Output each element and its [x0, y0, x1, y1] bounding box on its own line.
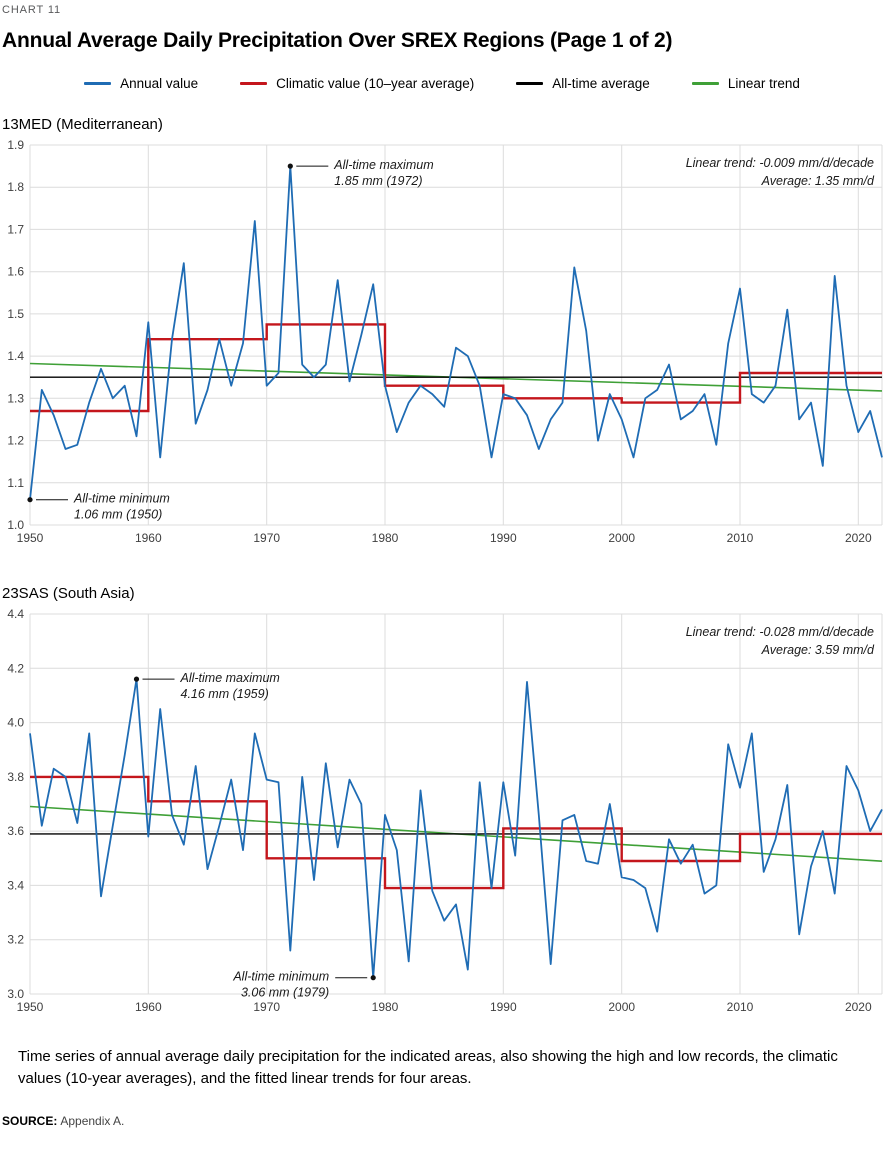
y-tick-label: 1.3	[7, 391, 24, 405]
trend-stats-line: Average: 3.59 mm/d	[761, 643, 875, 657]
caption: Time series of annual average daily prec…	[18, 1048, 838, 1087]
y-tick-label: 3.8	[7, 770, 24, 784]
y-tick-label: 4.2	[7, 661, 24, 675]
y-tick-label: 3.0	[7, 987, 24, 1001]
y-tick-label: 1.8	[7, 180, 24, 194]
source: SOURCE: Appendix A.	[2, 1114, 884, 1128]
annotation-text: 1.06 mm (1950)	[74, 508, 162, 522]
y-tick-label: 3.2	[7, 933, 24, 947]
annotation-text: All-time minimum	[232, 970, 329, 984]
y-tick-label: 1.4	[7, 349, 24, 363]
x-tick-label: 1960	[135, 531, 162, 545]
x-tick-label: 1960	[135, 1000, 162, 1014]
x-tick-label: 2000	[608, 531, 635, 545]
legend-item-all-time-average: All-time average	[516, 76, 650, 91]
record-point-dot	[133, 676, 140, 682]
chart-23sas: 3.0 3.2 3.4 3.6 3.8 4.0 4.2 4.4 1950 1960 1970 1980…	[7, 608, 883, 1014]
x-tick-label: 1980	[372, 531, 399, 545]
legend-label: Climatic value (10–year average)	[276, 76, 475, 91]
trend-stats-line: Linear trend: -0.028 mm/d/decade	[686, 625, 874, 639]
legend-label: All-time average	[552, 76, 650, 91]
annotation-text: All-time minimum	[73, 492, 170, 506]
annual-value-line-swatch	[84, 82, 112, 85]
annotation-all-time-minimum: All-time minimum 3.06 mm (1979)	[232, 970, 376, 1000]
annotation-text: 1.85 mm (1972)	[334, 174, 422, 188]
region-label-23sas: 23SAS (South Asia)	[2, 585, 135, 602]
y-tick-label: 3.4	[7, 878, 24, 892]
annotation-text: 3.06 mm (1979)	[241, 986, 329, 1000]
x-tick-label: 1990	[490, 531, 517, 545]
x-tick-label: 1970	[253, 531, 280, 545]
x-tick-label: 1950	[17, 1000, 44, 1014]
x-tick-label: 2010	[727, 531, 754, 545]
y-tick-label: 1.5	[7, 307, 24, 321]
legend-label: Annual value	[120, 76, 199, 91]
annotation-text: All-time maximum	[333, 158, 433, 172]
y-tick-label: 1.7	[7, 222, 24, 236]
legend: Annual value Climatic value (10–year aver…	[0, 76, 884, 91]
annotation-all-time-maximum: All-time maximum 4.16 mm (1959)	[133, 671, 280, 701]
record-point-dot	[27, 497, 33, 503]
x-tick-label: 2000	[608, 1000, 635, 1014]
y-tick-label: 1.9	[7, 139, 24, 152]
chart-page: CHART 11 Annual Average Daily Precipitat…	[0, 4, 884, 1128]
y-tick-label: 3.6	[7, 824, 24, 838]
annotation-text: 4.16 mm (1959)	[181, 687, 269, 701]
trend-stats-label: Linear trend: -0.028 mm/d/decade Average:…	[686, 625, 875, 657]
x-tick-label: 1950	[17, 531, 44, 545]
legend-label: Linear trend	[727, 76, 800, 91]
annotation-all-time-minimum: All-time minimum 1.06 mm (1950)	[27, 492, 170, 522]
climatic-value-line-swatch	[240, 82, 268, 85]
all-time-average-line-swatch	[516, 82, 544, 85]
chart-kicker: CHART 11	[2, 4, 62, 16]
y-tick-label: 1.1	[7, 476, 24, 490]
linear-trend-line-swatch	[691, 82, 719, 85]
trend-stats-line: Linear trend: -0.009 mm/d/decade	[686, 156, 874, 170]
record-point-dot	[370, 975, 376, 981]
record-point-dot	[287, 163, 293, 169]
x-tick-label: 2010	[727, 1000, 754, 1014]
page-title: Annual Average Daily Precipitation Over …	[2, 29, 673, 52]
annotation-text: All-time maximum	[180, 671, 280, 685]
region-label-13med: 13MED (Mediterranean)	[2, 116, 163, 133]
y-tick-label: 1.6	[7, 265, 24, 279]
x-tick-label: 1980	[372, 1000, 399, 1014]
x-tick-label: 1970	[253, 1000, 280, 1014]
legend-item-climatic-value: Climatic value (10–year average)	[240, 76, 474, 91]
x-tick-label: 1990	[490, 1000, 517, 1014]
source-label: SOURCE:	[2, 1113, 58, 1128]
climatic-value-line	[30, 323, 882, 413]
source-text: Appendix A.	[60, 1113, 125, 1128]
trend-stats-line: Average: 1.35 mm/d	[761, 174, 875, 188]
chart-13med: 1.0 1.1 1.2 1.3 1.4 1.5 1.6 1.7 1.8 1.9 1950 1960 19…	[7, 139, 883, 545]
legend-item-annual-value: Annual value	[84, 76, 198, 91]
y-tick-label: 4.4	[7, 608, 24, 621]
legend-item-linear-trend: Linear trend	[691, 76, 800, 91]
annual-value-line	[29, 165, 883, 500]
annual-value-line	[29, 678, 883, 979]
climatic-value-line	[30, 775, 882, 890]
annotation-all-time-maximum: All-time maximum 1.85 mm (1972)	[287, 158, 434, 188]
trend-stats-label: Linear trend: -0.009 mm/d/decade Average:…	[686, 156, 875, 188]
y-tick-label: 1.2	[7, 434, 24, 448]
y-tick-label: 1.0	[7, 518, 24, 532]
x-tick-label: 2020	[845, 1000, 872, 1014]
y-tick-label: 4.0	[7, 716, 24, 730]
x-tick-label: 2020	[845, 531, 872, 545]
